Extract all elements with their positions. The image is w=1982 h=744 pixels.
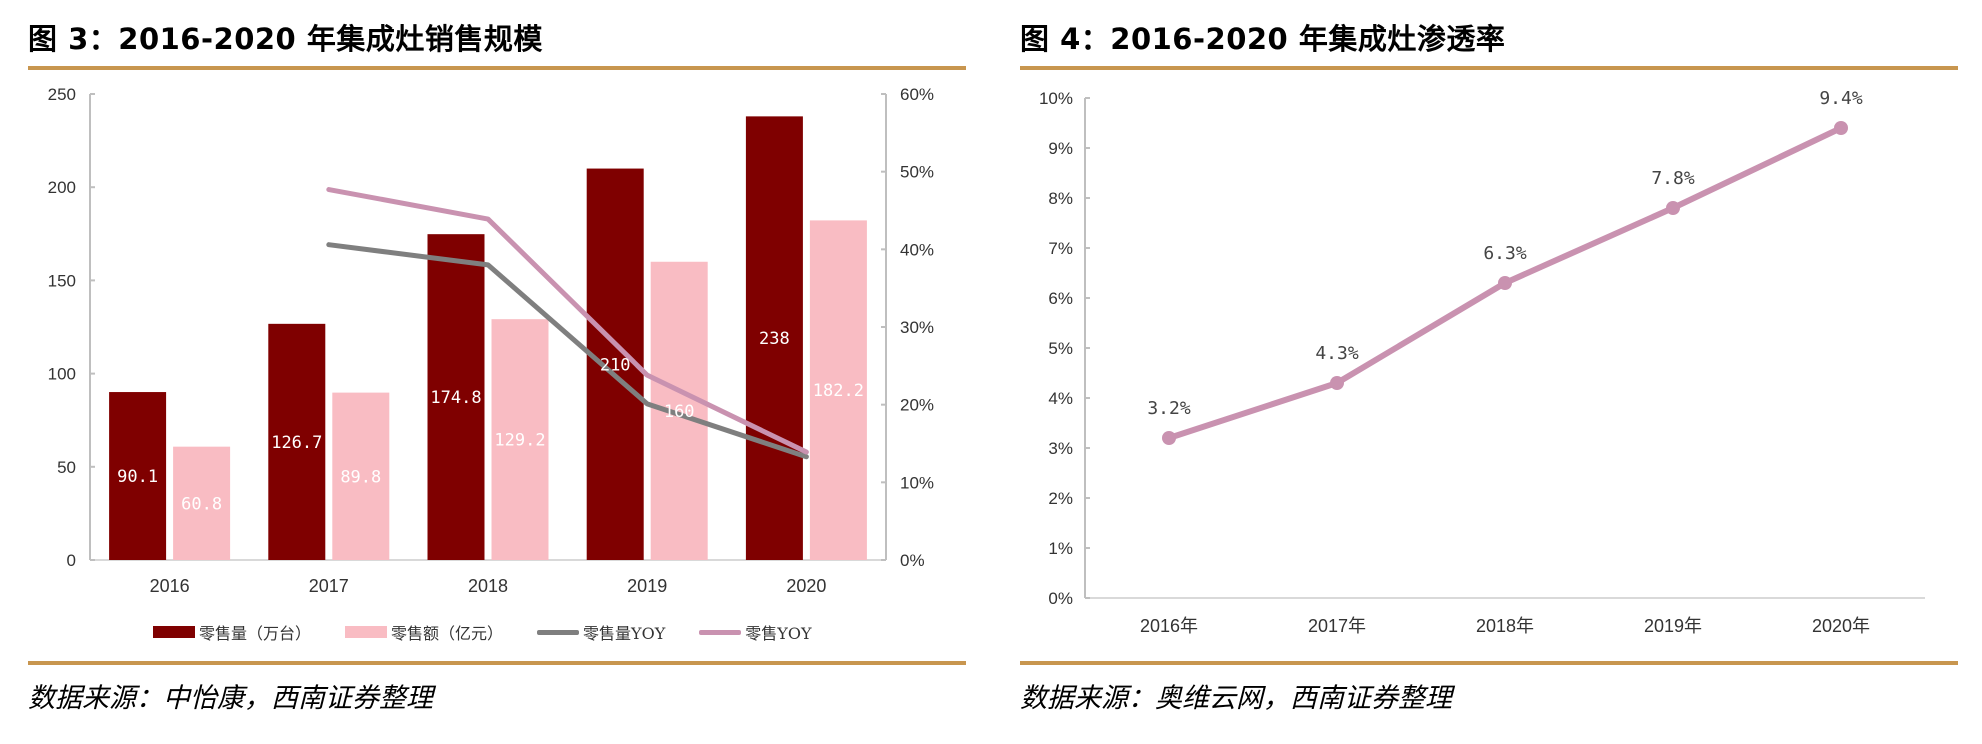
sales-bar-label: 89.8 — [340, 467, 381, 487]
volume-bar-label: 210 — [600, 355, 631, 375]
left-y-tick-label: 200 — [48, 178, 76, 197]
volume-bar — [745, 116, 803, 561]
x-tick-label: 2018 — [468, 576, 508, 596]
penetration-label: 9.4% — [1819, 88, 1863, 109]
penetration-point — [1330, 376, 1344, 390]
legend-swatch-sales-yoy — [699, 629, 742, 635]
figure-4-panel: 图 4：2016-2020 年集成灶渗透率 0% 1% 2% 3% 4% 5% 6% 7% 8%… — [1020, 0, 1958, 744]
y-tick-label: 5% — [1048, 339, 1073, 358]
volume-bar-label: 174.8 — [430, 388, 481, 408]
penetration-label: 6.3% — [1483, 243, 1527, 264]
y-tick-label: 6% — [1048, 289, 1073, 308]
y-tick-label: 8% — [1048, 189, 1073, 208]
sales-bar — [491, 319, 549, 560]
figure-3-source: 数据来源：中怡康，西南证券整理 — [28, 683, 433, 714]
right-y-tick-label: 10% — [900, 473, 934, 492]
legend-item-volume-yoy: 零售量YOY — [537, 620, 665, 644]
sales-bar-label: 182.2 — [813, 381, 864, 401]
figure-4-title: 图 4：2016-2020 年集成灶渗透率 — [1020, 22, 1506, 56]
legend-swatch-volume — [153, 626, 195, 638]
left-y-tick-label: 150 — [48, 271, 76, 290]
penetration-rate-chart: 0% 1% 2% 3% 4% 5% 6% 7% 8% 9% 10% 2016年 2017年 2018年 20… — [1039, 88, 1925, 636]
source-rule — [1020, 661, 1958, 665]
sales-bar-label: 160 — [664, 402, 695, 422]
x-tick-label: 2020 — [786, 576, 826, 596]
x-tick-label: 2020年 — [1812, 616, 1870, 636]
volume-yoy-line — [326, 242, 809, 460]
y-tick-label: 4% — [1048, 389, 1073, 408]
volume-bar — [427, 234, 485, 561]
x-tick-label: 2017 — [309, 576, 349, 596]
right-y-tick-label: 50% — [900, 163, 934, 182]
title-rule — [1020, 66, 1958, 70]
left-y-tick-label: 100 — [48, 365, 76, 384]
legend-label: 零售量YOY — [583, 624, 666, 643]
x-tick-label: 2018年 — [1476, 616, 1534, 636]
legend-swatch-sales — [345, 626, 388, 638]
right-y-tick-label: 0% — [900, 551, 925, 570]
x-tick-label: 2017年 — [1308, 616, 1366, 636]
source-rule — [28, 661, 966, 665]
sales-bar — [809, 220, 867, 560]
legend-label: 零售YOY — [745, 624, 812, 643]
penetration-point — [1666, 201, 1680, 215]
sales-bar — [332, 392, 390, 560]
left-y-tick-label: 50 — [57, 458, 76, 477]
x-tick-label: 2016 — [150, 576, 190, 596]
penetration-label: 3.2% — [1147, 398, 1191, 419]
legend-label: 零售量（万台） — [199, 624, 312, 643]
penetration-point — [1498, 276, 1512, 290]
sales-scale-chart: 0 50 100 150 200 250 0% 10% 20% 30% 40% 50% 60% 2016 2… — [48, 85, 934, 596]
volume-bar-label: 126.7 — [271, 433, 322, 453]
sales-bar-label: 60.8 — [181, 494, 222, 514]
figure-3-title: 图 3：2016-2020 年集成灶销售规模 — [28, 22, 543, 56]
x-tick-label: 2019年 — [1644, 616, 1702, 636]
right-y-tick-label: 60% — [900, 85, 934, 104]
penetration-point — [1162, 431, 1176, 445]
right-y-tick-label: 40% — [900, 240, 934, 259]
penetration-label: 4.3% — [1315, 343, 1359, 364]
y-tick-label: 2% — [1048, 489, 1073, 508]
legend-label: 零售额（亿元） — [391, 624, 504, 643]
penetration-point — [1834, 121, 1848, 135]
y-tick-label: 7% — [1048, 239, 1073, 258]
figure-4-source: 数据来源：奥维云网，西南证券整理 — [1020, 683, 1452, 714]
sales-bar-label: 129.2 — [494, 431, 545, 451]
y-tick-label: 1% — [1048, 539, 1073, 558]
y-tick-label: 3% — [1048, 439, 1073, 458]
volume-bar — [268, 323, 326, 560]
penetration-label: 7.8% — [1651, 168, 1695, 189]
volume-bar — [109, 392, 167, 560]
title-rule — [28, 66, 966, 70]
sales-bar — [173, 446, 231, 560]
x-tick-label: 2019 — [627, 576, 667, 596]
legend-item-sales-yoy: 零售YOY — [699, 620, 812, 644]
chart-legend: 零售量（万台） 零售额（亿元） 零售量YOY 零售YOY — [153, 620, 812, 644]
left-y-tick-label: 0 — [67, 551, 76, 570]
sales-bar — [650, 261, 708, 560]
legend-item-sales: 零售额（亿元） — [345, 620, 503, 644]
volume-bar-label: 90.1 — [117, 467, 158, 487]
y-tick-label: 0% — [1048, 589, 1073, 608]
volume-bar-label: 238 — [759, 329, 790, 349]
legend-swatch-volume-yoy — [537, 629, 580, 635]
left-y-tick-label: 250 — [48, 85, 76, 104]
y-tick-label: 9% — [1048, 139, 1073, 158]
y-tick-label: 10% — [1039, 89, 1073, 108]
legend-item-volume: 零售量（万台） — [153, 620, 311, 644]
right-y-tick-label: 20% — [900, 396, 934, 415]
right-y-tick-label: 30% — [900, 318, 934, 337]
figure-3-panel: 图 3：2016-2020 年集成灶销售规模 0 50 100 150 200 250 0%… — [28, 0, 966, 744]
x-tick-label: 2016年 — [1140, 616, 1198, 636]
sales-yoy-line — [326, 187, 809, 455]
